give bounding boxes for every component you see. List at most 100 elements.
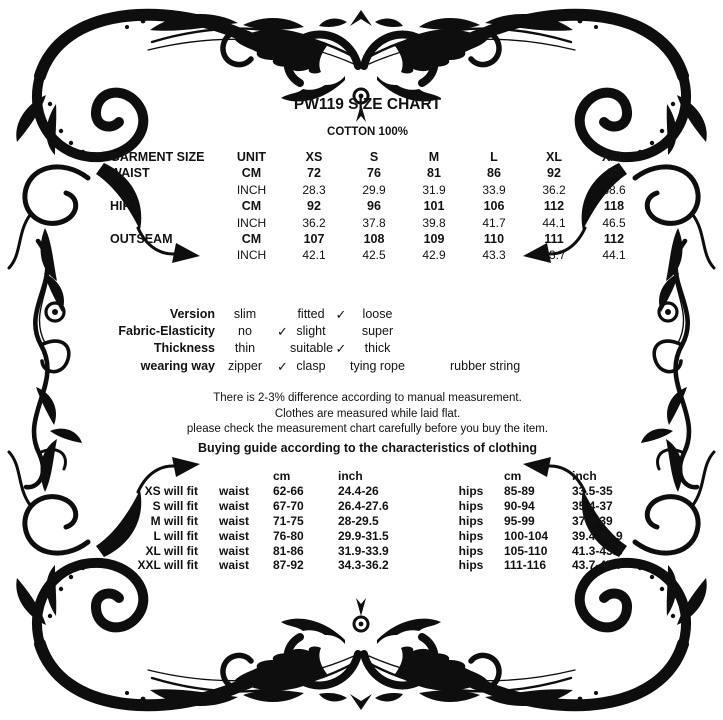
spacer xyxy=(130,469,198,484)
size-value: 37.8 xyxy=(362,215,386,230)
size-value: 92 xyxy=(547,166,561,181)
size-value: 111 xyxy=(544,232,564,247)
spacer xyxy=(198,469,270,484)
fit-size-label: XXL will fit xyxy=(137,558,198,573)
fit-range-value: 87-92 xyxy=(273,558,304,573)
fit-part-label: waist xyxy=(218,558,249,573)
feature-label: Version xyxy=(169,307,215,321)
check-cell xyxy=(332,323,350,340)
fit-part-label: hips xyxy=(458,498,484,513)
size-value: 101 xyxy=(423,199,445,214)
clothing-features-table: Version slim fitted ✓ loose Fabric-Elast… xyxy=(110,306,540,375)
check-icon: ✓ xyxy=(335,341,347,357)
size-table-header-label: GARMENT SIZE xyxy=(110,150,205,164)
unit-label: CM xyxy=(241,199,262,214)
size-value: 42.1 xyxy=(302,248,326,263)
check-icon: ✓ xyxy=(277,358,288,374)
fit-range-value: 105-110 xyxy=(504,543,548,558)
feature-label: Fabric-Elasticity xyxy=(118,324,215,339)
fit-range-value: 35.4-37 xyxy=(572,498,613,513)
feature-option: no xyxy=(238,324,252,339)
size-value: 41.7 xyxy=(482,215,506,230)
size-value: 108 xyxy=(363,232,385,247)
buying-guide-table: cm inch cm inch XS will fit waist 62-66 … xyxy=(130,469,649,573)
size-value: 44.1 xyxy=(542,215,566,230)
check-icon: ✓ xyxy=(277,324,288,340)
row-label xyxy=(110,247,219,263)
feature-option: fitted xyxy=(297,307,325,321)
measurement-notes: There is 2-3% difference according to ma… xyxy=(110,391,625,456)
fit-range-value: 39.4-40.9 xyxy=(572,528,623,543)
fit-size-label: L will fit xyxy=(153,528,198,543)
fit-range-value: 67-70 xyxy=(273,498,304,513)
size-col-header: XXL xyxy=(601,150,627,164)
fit-part-label: hips xyxy=(458,543,484,558)
fit-range-value: 62-66 xyxy=(273,483,304,498)
size-value: 44.1 xyxy=(602,248,626,263)
row-label: HIPS xyxy=(110,199,140,214)
size-value: 109 xyxy=(423,232,445,247)
size-value: 38.6 xyxy=(602,182,626,197)
feature-option: clasp xyxy=(296,358,326,373)
fit-part-label: hips xyxy=(458,558,484,573)
size-value: 36.2 xyxy=(542,182,566,197)
size-col-header: XL xyxy=(546,150,562,164)
fit-range-value: 41.3-43.3 xyxy=(572,543,623,558)
feature-option: rubber string xyxy=(450,358,521,373)
fit-range-value: 34.3-36.2 xyxy=(338,558,389,573)
feature-option xyxy=(450,340,540,357)
fit-range-value: 29.9-31.5 xyxy=(338,528,389,543)
fit-range-value: 31.9-33.9 xyxy=(338,543,389,558)
spacer xyxy=(441,469,501,484)
fit-range-value: 37.4-39 xyxy=(572,513,613,528)
size-value: 107 xyxy=(303,232,325,247)
fit-range-value: 81-86 xyxy=(273,543,304,558)
unit-label: INCH xyxy=(236,215,267,230)
buying-guide-heading: Buying guide according to the characteri… xyxy=(198,440,537,455)
fit-range-value: 26.4-27.6 xyxy=(338,498,389,513)
row-label xyxy=(110,215,219,231)
fit-range-value: 90-94 xyxy=(504,498,535,513)
page-title: PW119 SIZE CHART xyxy=(293,96,442,113)
unit-label: INCH xyxy=(236,248,267,263)
size-value: 112 xyxy=(543,199,565,214)
fit-part-label: hips xyxy=(458,483,484,498)
feature-label: Thickness xyxy=(153,341,215,356)
spacer xyxy=(405,358,450,375)
size-col-header: M xyxy=(428,150,440,164)
unit-label: INCH xyxy=(236,182,267,197)
fit-part-label: waist xyxy=(218,543,249,558)
feature-option xyxy=(450,323,540,340)
size-value: 42.5 xyxy=(362,248,386,263)
size-value: 92 xyxy=(307,199,321,214)
spacer xyxy=(405,306,450,323)
size-value: 29.9 xyxy=(362,182,386,197)
size-value: 72 xyxy=(307,166,321,181)
unit-label: CM xyxy=(241,166,262,181)
size-value: 31.9 xyxy=(422,182,446,197)
feature-option: loose xyxy=(362,307,393,321)
size-value: 39.8 xyxy=(422,215,446,230)
fit-range-value: 111-116 xyxy=(504,558,547,573)
feature-option: suitable xyxy=(290,341,334,356)
feature-option: super xyxy=(361,324,394,339)
size-col-header: S xyxy=(369,150,379,164)
size-value: 76 xyxy=(367,166,381,181)
fit-range-value: 95-99 xyxy=(504,513,535,528)
fit-range-value: 28-29.5 xyxy=(338,513,379,528)
feature-option: tying rope xyxy=(350,358,405,373)
feature-option xyxy=(450,306,540,323)
check-cell xyxy=(275,306,290,323)
fit-size-label: XL will fit xyxy=(145,543,198,558)
fit-range-value: 24.4-26 xyxy=(338,483,379,498)
note-line: Clothes are measured while laid flat. xyxy=(274,407,461,420)
fit-part-label: hips xyxy=(458,513,484,528)
fit-range-value: 33.5-35 xyxy=(572,483,613,498)
unit-column-header: UNIT xyxy=(236,150,267,164)
size-value: 98 xyxy=(607,166,621,181)
size-col-header: XS xyxy=(305,150,323,164)
size-value: 106 xyxy=(483,199,505,214)
fit-range-value: 76-80 xyxy=(273,528,304,543)
